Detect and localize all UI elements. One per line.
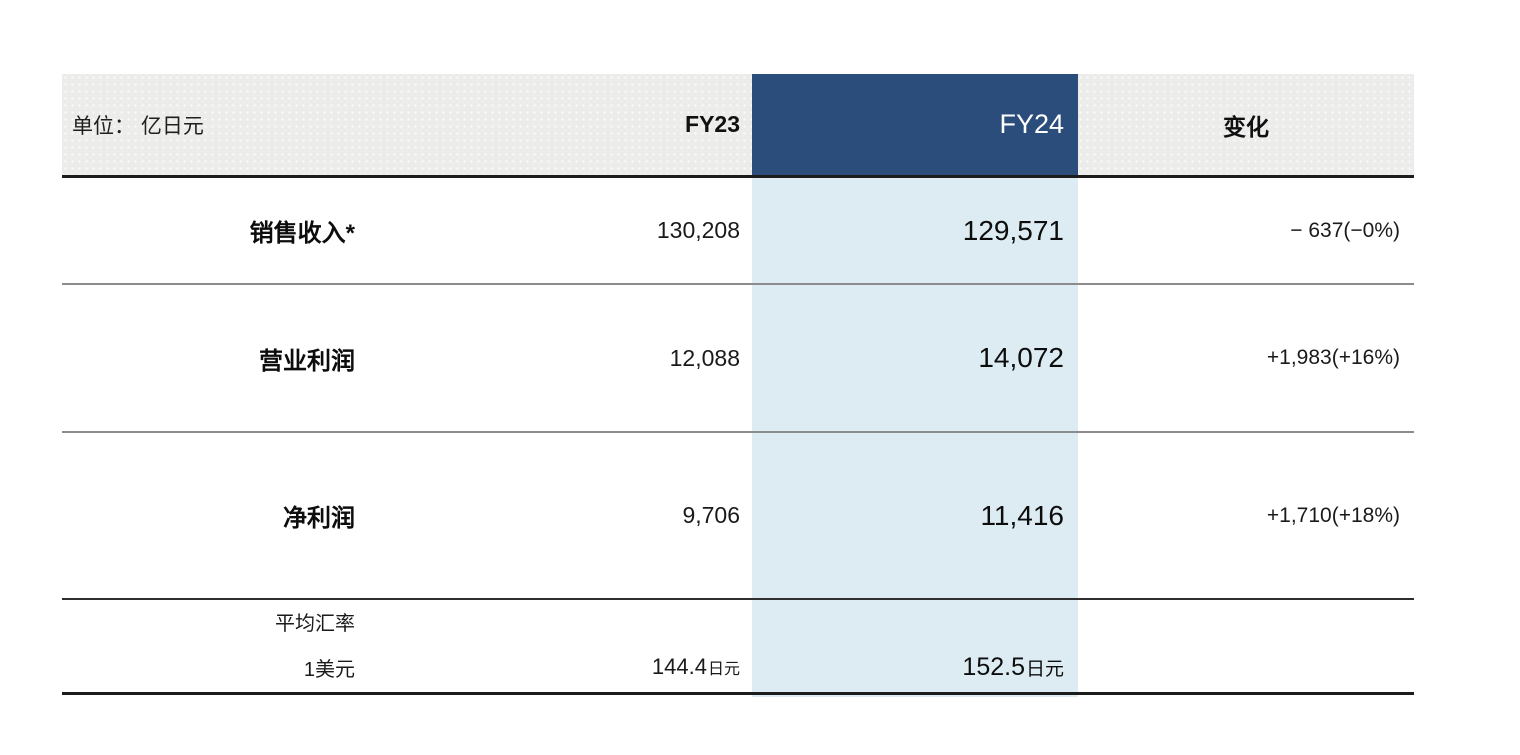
row-label-net-profit: 净利润 — [283, 505, 355, 532]
revenue-fy23-value: 130,208 — [656, 217, 740, 243]
exchange-rate-fy23-number: 144.4 — [651, 654, 707, 679]
table-row-net-profit: 净利润 9,706 11,416 +1,710(+18%) — [62, 433, 1414, 600]
spacer-cell — [752, 600, 1078, 642]
exchange-rate-line-1: 平均汇率 — [62, 600, 1414, 642]
operating-profit-fy23-value: 12,088 — [669, 344, 740, 371]
exchange-rate-fy24-unit: 日元 — [1025, 658, 1064, 680]
exchange-rate-fy24-number: 152.5 — [962, 652, 1025, 681]
spacer-cell — [1078, 600, 1414, 642]
table-header-row: 单位： 亿日元 FY23 FY24 变化 — [62, 74, 1414, 178]
exchange-rate-fy24-value: 152.5 日元 — [752, 642, 1078, 692]
column-header-change: 变化 — [1223, 113, 1269, 140]
operating-profit-change-value: +1,983(+16%) — [1266, 346, 1400, 369]
fy24-column-highlight — [752, 178, 1078, 697]
row-label-revenue: 销售收入* — [249, 220, 355, 247]
exchange-rate-label: 平均汇率 — [275, 612, 355, 635]
revenue-fy24-value: 129,571 — [962, 214, 1064, 246]
revenue-change-value: − 637(−0%) — [1290, 218, 1400, 242]
one-usd-label: 1美元 — [303, 658, 355, 681]
financial-results-table: 单位： 亿日元 FY23 FY24 变化 销售收入* 130,208 129,5… — [62, 74, 1414, 697]
net-profit-fy23-value: 9,706 — [682, 502, 740, 528]
column-header-fy23: FY23 — [685, 111, 740, 137]
net-profit-change-value: +1,710(+18%) — [1266, 503, 1400, 527]
column-header-fy24: FY24 — [752, 74, 1078, 175]
spacer-cell — [355, 600, 752, 642]
exchange-rate-fy23-unit: 日元 — [707, 661, 740, 678]
table-body: 销售收入* 130,208 129,571 − 637(−0%) 营业利润 12… — [62, 178, 1414, 697]
net-profit-fy24-value: 11,416 — [980, 499, 1064, 531]
table-row-operating-profit: 营业利润 12,088 14,072 +1,983(+16%) — [62, 285, 1414, 433]
operating-profit-fy24-value: 14,072 — [978, 342, 1064, 373]
table-row-revenue: 销售收入* 130,208 129,571 − 637(−0%) — [62, 178, 1414, 285]
exchange-rate-line-2: 1美元 144.4 日元 152.5 日元 — [62, 642, 1414, 692]
row-label-operating-profit: 营业利润 — [259, 347, 355, 375]
table-row-exchange-rate: 平均汇率 1美元 144.4 日元 152.5 日元 — [62, 600, 1414, 695]
exchange-rate-fy23-value: 144.4 日元 — [355, 642, 752, 692]
unit-label: 单位： 亿日元 — [72, 114, 204, 138]
spacer-cell — [1078, 642, 1414, 692]
